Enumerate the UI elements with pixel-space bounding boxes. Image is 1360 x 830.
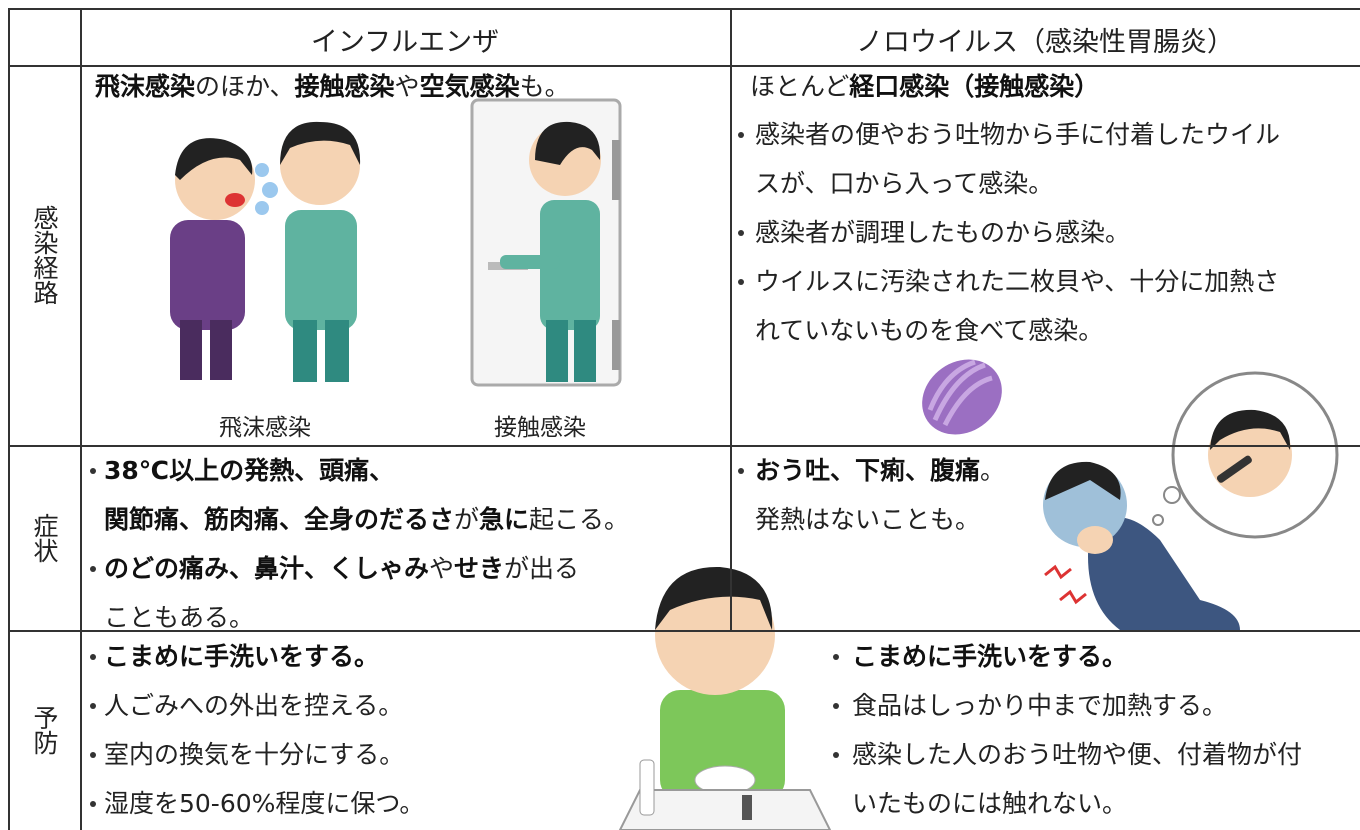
caption: 接触感染 bbox=[494, 415, 586, 441]
row-rule bbox=[8, 65, 1360, 67]
text-segment: 経口感染（接触感染） bbox=[849, 72, 1100, 101]
text-segment: こまめに手洗いをする。 bbox=[852, 642, 1128, 671]
bullet bbox=[738, 230, 744, 236]
text-segment: 関節痛、筋肉痛、全身のだるさ bbox=[104, 505, 455, 534]
text-line: スが、口から入って感染。 bbox=[755, 169, 1053, 199]
text-line: 食品はしっかり中まで加熱する。 bbox=[852, 691, 1227, 721]
col-rule bbox=[730, 8, 732, 630]
row-label-text: 症状 bbox=[30, 512, 59, 563]
text-segment: いたものには触れない。 bbox=[852, 789, 1128, 818]
text-segment: 空気感染 bbox=[419, 72, 520, 101]
clam bbox=[922, 359, 1002, 435]
standing-man bbox=[280, 121, 361, 382]
column-header: ノロウイルス（感染性胃腸炎） bbox=[856, 27, 1234, 58]
col-rule bbox=[80, 8, 82, 830]
sick-man bbox=[1043, 461, 1240, 630]
bullet bbox=[738, 132, 744, 138]
text-line: 人ごみへの外出を控える。 bbox=[104, 691, 403, 721]
text-segment: も。 bbox=[519, 72, 570, 101]
text-segment: 感染した人のおう吐物や便、付着物が付 bbox=[852, 740, 1303, 769]
bullet bbox=[90, 801, 96, 807]
text-segment: 感染者の便やおう吐物から手に付着したウイル bbox=[755, 120, 1281, 149]
text-segment: 感染者が調理したものから感染。 bbox=[755, 218, 1131, 247]
bullet bbox=[833, 703, 839, 709]
text-line: 感染者の便やおう吐物から手に付着したウイル bbox=[755, 120, 1280, 150]
row-label-text: 感染経路 bbox=[30, 205, 59, 305]
text-segment: 食品はしっかり中まで加熱する。 bbox=[852, 691, 1228, 720]
row-label-text: 予防 bbox=[30, 705, 59, 755]
text-line: こまめに手洗いをする。 bbox=[852, 642, 1127, 672]
column-header: インフルエンザ bbox=[310, 27, 500, 58]
text-segment: 発熱はないことも。 bbox=[755, 505, 981, 534]
text-segment: が bbox=[454, 505, 480, 534]
text-line: 感染者が調理したものから感染。 bbox=[755, 218, 1130, 248]
text-line: こともある。 bbox=[104, 603, 254, 633]
row-rule bbox=[8, 630, 1360, 632]
row-rule bbox=[8, 445, 1360, 447]
text-segment: や bbox=[394, 72, 420, 101]
text-line: 室内の換気を十分にする。 bbox=[104, 740, 404, 770]
table-border bbox=[8, 8, 1360, 10]
text-segment: ウイルスに汚染された二枚貝や、十分に加熱さ bbox=[755, 267, 1280, 296]
bullet bbox=[738, 279, 744, 285]
row-label: 感染経路 bbox=[8, 65, 80, 445]
coughing-man bbox=[170, 138, 278, 380]
text-segment: せき bbox=[454, 554, 505, 583]
text-segment: 飛沫感染 bbox=[95, 72, 196, 101]
table-border bbox=[8, 8, 10, 830]
text-segment: 急に bbox=[479, 505, 530, 534]
text-segment: スが、口から入って感染。 bbox=[755, 169, 1054, 198]
bullet bbox=[90, 703, 96, 709]
text-segment: 起こる。 bbox=[529, 505, 630, 534]
bullet bbox=[90, 566, 96, 572]
text-line: ほとんど経口感染（接触感染） bbox=[750, 72, 1099, 102]
text-line: のどの痛み、鼻汁、くしゃみやせきが出る bbox=[104, 554, 579, 584]
text-segment: 接触感染 bbox=[294, 72, 395, 101]
text-line: 湿度を50-60%程度に保つ。 bbox=[104, 789, 424, 819]
text-line: ウイルスに汚染された二枚貝や、十分に加熱さ bbox=[755, 267, 1279, 297]
row-label: 予防 bbox=[8, 630, 80, 830]
text-segment: れていないものを食べて感染。 bbox=[755, 316, 1104, 345]
text-segment: 38℃以上の発熱、頭痛、 bbox=[104, 456, 395, 485]
bullet bbox=[833, 654, 839, 660]
text-segment: ほとんど bbox=[750, 72, 850, 101]
text-segment: のどの痛み、鼻汁、くしゃみ bbox=[104, 554, 430, 583]
text-line: 感染した人のおう吐物や便、付着物が付 bbox=[852, 740, 1302, 770]
caption: 飛沫感染 bbox=[219, 415, 311, 441]
bullet bbox=[90, 654, 96, 660]
handwashing-boy bbox=[618, 566, 832, 830]
text-segment: 室内の換気を十分にする。 bbox=[104, 740, 405, 769]
text-line: 発熱はないことも。 bbox=[755, 505, 980, 535]
text-line: れていないものを食べて感染。 bbox=[755, 316, 1103, 346]
text-segment: おう吐、下痢、腹痛 bbox=[755, 456, 981, 485]
text-line: こまめに手洗いをする。 bbox=[104, 642, 379, 672]
thought-bubble bbox=[1152, 371, 1339, 539]
row-label: 症状 bbox=[8, 445, 80, 630]
bullet bbox=[90, 468, 96, 474]
text-line: いたものには触れない。 bbox=[852, 789, 1127, 819]
text-segment: 。 bbox=[980, 456, 1006, 485]
bullet bbox=[90, 752, 96, 758]
text-segment: こまめに手洗いをする。 bbox=[104, 642, 380, 671]
door-man bbox=[470, 98, 622, 387]
text-segment: 湿度を50-60%程度に保つ。 bbox=[104, 789, 425, 818]
text-line: 関節痛、筋肉痛、全身のだるさが急に起こる。 bbox=[104, 505, 629, 535]
text-line: 38℃以上の発熱、頭痛、 bbox=[104, 456, 394, 486]
text-segment: こともある。 bbox=[104, 603, 255, 632]
text-line: 飛沫感染のほか、接触感染や空気感染も。 bbox=[95, 72, 570, 102]
text-segment: が出る bbox=[504, 554, 580, 583]
bullet bbox=[833, 752, 839, 758]
text-line: おう吐、下痢、腹痛。 bbox=[755, 456, 1005, 486]
text-segment: のほか、 bbox=[195, 72, 295, 101]
text-segment: 人ごみへの外出を控える。 bbox=[104, 691, 404, 720]
text-segment: や bbox=[429, 554, 455, 583]
bullet bbox=[738, 468, 744, 474]
